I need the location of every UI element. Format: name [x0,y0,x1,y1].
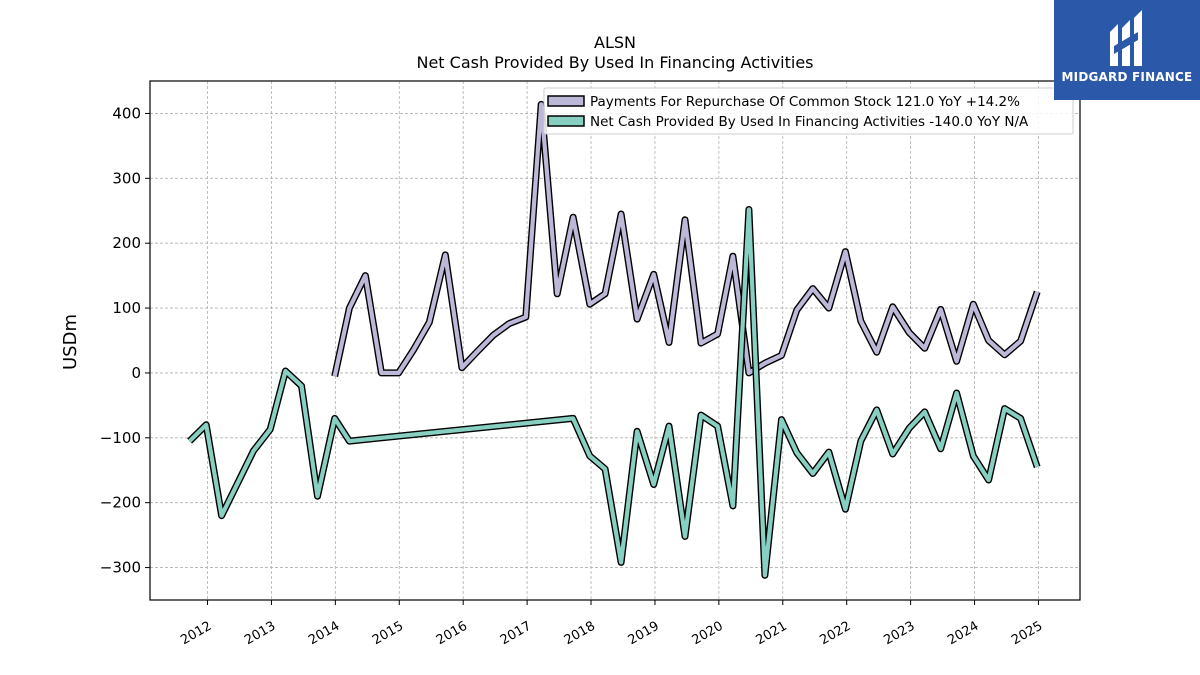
midgard-logo-icon [1110,10,1142,66]
x-tick-label: 2021 [753,619,789,649]
y-tick-label: 100 [112,299,141,317]
series-0-line [332,102,1040,377]
legend-swatch [547,115,585,127]
x-tick-label: 2015 [370,619,406,649]
series-lines [187,100,1041,579]
legend: Payments For Repurchase Of Common Stock … [543,87,1074,135]
x-tick-label: 2019 [626,619,662,649]
legend-box [543,87,1074,135]
y-tick-label: −100 [100,429,141,447]
logo: MIDGARD FINANCE [1054,0,1200,100]
x-tick-label: 2023 [881,619,917,649]
plot-frame [149,80,1081,601]
x-tick-label: 2024 [945,619,981,649]
y-tick-label: 0 [131,364,141,382]
y-tick-label: 300 [112,169,141,187]
y-tick-label: −300 [100,559,141,577]
y-axis-label: USDm [60,314,81,370]
legend-swatch [547,95,585,107]
x-tick-label: 2020 [690,619,726,649]
x-tick-label: 2025 [1009,619,1045,649]
x-tick-label: 2016 [434,619,470,649]
x-axis-ticks: 2012 2013 2014 2015 2016 2017 2018 2019 2020 2021… [178,600,1045,648]
x-tick-label: 2014 [306,619,342,649]
y-tick-label: 400 [112,104,141,122]
x-tick-label: 2012 [178,619,214,649]
x-tick-label: 2018 [562,619,598,649]
x-tick-label: 2013 [242,619,278,649]
legend-label: Payments For Repurchase Of Common Stock … [590,94,1020,110]
chart-title: ALSN [594,33,636,52]
legend-label: Net Cash Provided By Used In Financing A… [590,114,1029,130]
y-tick-label: 200 [112,234,141,252]
logo-text: MIDGARD FINANCE [1061,70,1193,84]
chart-subtitle: Net Cash Provided By Used In Financing A… [416,53,813,72]
y-axis-ticks: −300 −200 −100 0 100 200 300 400 [100,104,150,577]
series-1-line [188,207,1040,578]
x-tick-label: 2022 [817,619,853,649]
y-tick-label: −200 [100,494,141,512]
x-tick-label: 2017 [498,619,534,649]
